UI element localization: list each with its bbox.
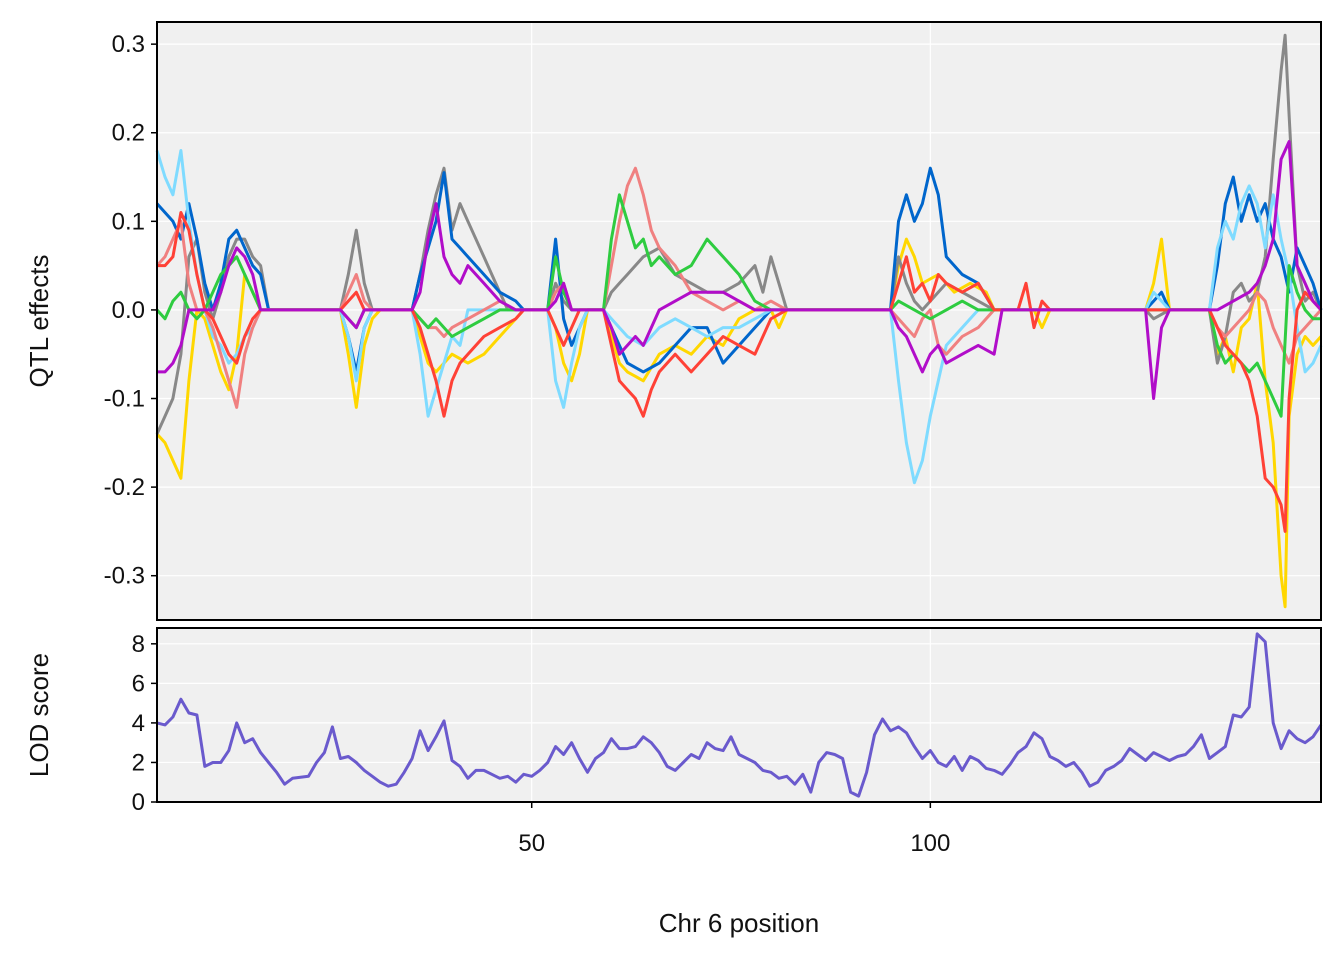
effects-series-line-8 [157, 140, 1323, 400]
effects-y-ticks: -0.3 -0.2 -0.1 0.0 0.1 0.2 0.3 [104, 31, 157, 590]
effects-y-tick-label: -0.1 [104, 386, 145, 413]
effects-y-tick-label: 0.3 [112, 31, 145, 58]
lod-y-ticks: 0 2 4 6 8 [132, 631, 157, 816]
effects-series [155, 33, 1323, 609]
lod-y-axis-title: LOD score [24, 653, 54, 777]
lod-y-tick-label: 4 [132, 710, 145, 737]
effects-panel: -0.3 -0.2 -0.1 0.0 0.1 0.2 0.3 QTL effects [24, 21, 1323, 621]
lod-y-tick-label: 6 [132, 670, 145, 697]
effects-series-line-7 [157, 211, 1323, 533]
lod-panel: 0 2 4 6 8 LOD score [24, 627, 1323, 816]
effects-series-line-6 [155, 193, 1321, 418]
effects-gridlines [157, 22, 1321, 620]
effects-y-tick-label: 0.2 [112, 120, 145, 147]
lod-y-tick-label: 0 [132, 789, 145, 816]
effects-y-tick-label: -0.3 [104, 563, 145, 590]
x-axis-title: Chr 6 position [659, 908, 819, 938]
lod-y-tick-label: 8 [132, 631, 145, 658]
x-ticks: 50 100 [518, 802, 950, 857]
lod-series-line-1 [156, 632, 1323, 798]
lod-panel-background [157, 628, 1321, 802]
effects-panel-frame [156, 21, 1322, 621]
x-tick-label: 100 [910, 830, 950, 857]
x-tick-label: 50 [518, 830, 545, 857]
effects-y-tick-label: 0.0 [112, 297, 145, 324]
effects-y-axis-title: QTL effects [24, 255, 54, 388]
effects-y-tick-label: 0.1 [112, 208, 145, 235]
lod-y-tick-label: 2 [132, 749, 145, 776]
lod-series [156, 632, 1323, 798]
lod-panel-frame [156, 627, 1322, 803]
effects-y-tick-label: -0.2 [104, 474, 145, 501]
